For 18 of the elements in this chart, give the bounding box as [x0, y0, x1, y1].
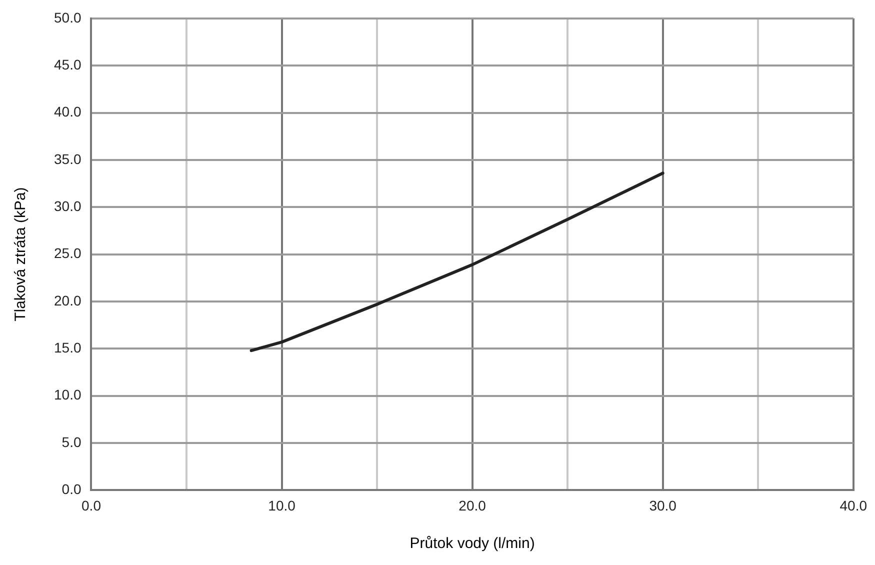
y-tick-label: 35.0 — [54, 150, 82, 167]
x-tick-label: 20.0 — [458, 497, 486, 514]
y-tick-label: 20.0 — [54, 292, 82, 308]
y-tick-label: 25.0 — [54, 245, 82, 262]
y-tick-label: 30.0 — [54, 198, 82, 214]
x-tick-label: 30.0 — [649, 497, 677, 514]
y-axis-title: Tlaková ztráta (kPa) — [12, 187, 30, 322]
y-tick-label: 50.0 — [54, 9, 82, 26]
y-tick-label: 15.0 — [54, 340, 82, 356]
y-tick-label: 45.0 — [54, 56, 82, 72]
x-axis-title: Průtok vody (l/min) — [410, 535, 535, 552]
y-tick-label: 0.0 — [62, 481, 82, 498]
x-tick-label: 40.0 — [840, 497, 868, 514]
y-tick-label: 40.0 — [54, 104, 82, 120]
y-tick-label: 5.0 — [62, 434, 82, 450]
x-tick-label: 0.0 — [82, 497, 102, 514]
x-tick-label: 10.0 — [268, 497, 296, 514]
y-tick-label: 10.0 — [54, 386, 82, 403]
